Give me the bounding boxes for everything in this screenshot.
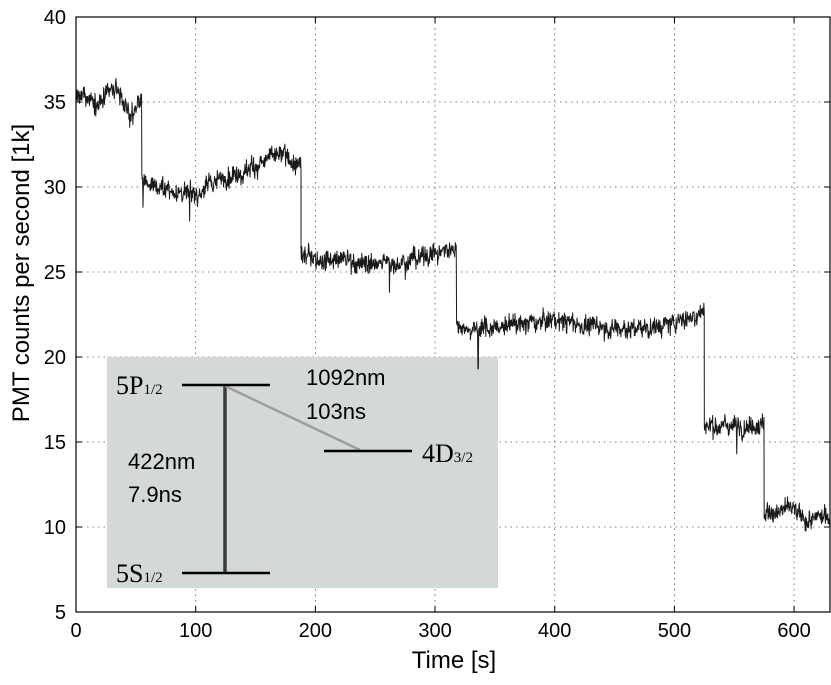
transition-1092nm-lifetime: 103ns: [306, 399, 366, 424]
y-tick-label-5: 5: [55, 602, 66, 624]
y-tick-label-15: 15: [44, 432, 66, 454]
y-tick-label-30: 30: [44, 177, 66, 199]
axis-ticks: 0 100 200 300 400 500 600 5 10 15 20 25 30 35 40: [44, 7, 830, 642]
y-axis-label: PMT counts per second [1k]: [8, 124, 35, 422]
x-tick-label-0: 0: [70, 620, 81, 642]
transition-1092nm-wavelength: 1092nm: [306, 365, 386, 390]
x-tick-label-400: 400: [538, 620, 571, 642]
transition-1092nm-line: [224, 384, 361, 452]
level-5p-label: 5P1/2: [116, 371, 163, 400]
x-tick-label-600: 600: [777, 620, 810, 642]
y-tick-label-25: 25: [44, 262, 66, 284]
y-tick-label-35: 35: [44, 92, 66, 114]
transition-422nm-lifetime: 7.9ns: [128, 482, 182, 507]
y-tick-label-20: 20: [44, 347, 66, 369]
x-tick-label-200: 200: [299, 620, 332, 642]
series-pmt-counts-line: [75, 78, 831, 532]
x-tick-label-500: 500: [658, 620, 691, 642]
energy-level-inset: 5P1/2 5S1/2 4D3/2 422nm 7.9ns 1092nm 103…: [107, 357, 498, 588]
level-5s-label: 5S1/2: [116, 559, 163, 588]
x-axis-label: Time [s]: [412, 647, 496, 674]
x-tick-label-100: 100: [179, 620, 212, 642]
plot-frame: [75, 16, 831, 613]
transition-422nm-wavelength: 422nm: [128, 449, 195, 474]
y-tick-label-10: 10: [44, 517, 66, 539]
inset-background: [107, 357, 498, 588]
level-4d-label: 4D3/2: [422, 439, 473, 468]
x-tick-label-300: 300: [418, 620, 451, 642]
y-tick-label-40: 40: [44, 7, 66, 29]
